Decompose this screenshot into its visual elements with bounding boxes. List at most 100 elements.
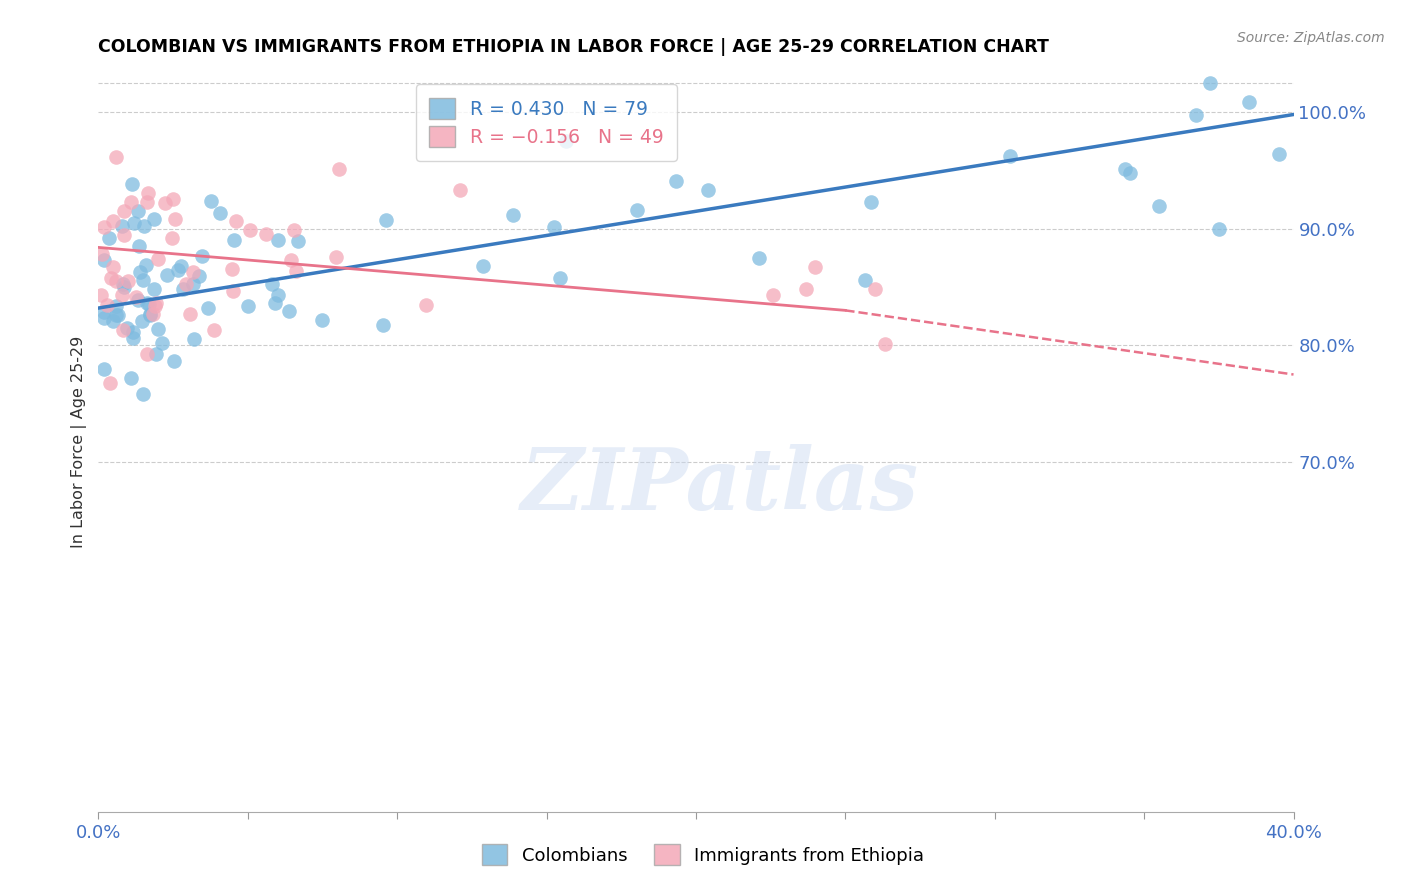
Point <box>104 299 127 313</box>
Point <box>172 282 194 296</box>
Point <box>197 301 219 316</box>
Point <box>875 336 897 351</box>
Point <box>121 177 143 191</box>
Point <box>115 321 138 335</box>
Point <box>139 309 162 323</box>
Point <box>239 223 262 237</box>
Point <box>998 149 1021 163</box>
Point <box>375 213 398 227</box>
Point <box>122 331 145 345</box>
Point <box>135 194 157 209</box>
Point <box>224 234 246 248</box>
Point <box>181 277 204 292</box>
Point <box>762 288 785 302</box>
Point <box>120 371 142 385</box>
Point <box>101 260 124 274</box>
Point <box>127 204 149 219</box>
Point <box>502 208 524 222</box>
Point <box>162 192 184 206</box>
Point <box>117 274 139 288</box>
Legend: R = 0.430   N = 79, R = −0.156   N = 49: R = 0.430 N = 79, R = −0.156 N = 49 <box>416 85 678 161</box>
Point <box>170 259 193 273</box>
Point <box>548 270 571 285</box>
Point <box>112 279 135 293</box>
Point <box>90 247 112 261</box>
Point <box>111 288 134 302</box>
Point <box>543 220 565 235</box>
Point <box>145 295 167 310</box>
Point <box>138 297 160 311</box>
Point <box>127 293 149 308</box>
Point <box>136 186 159 201</box>
Point <box>104 274 127 288</box>
Point <box>280 252 302 267</box>
Point <box>107 308 129 322</box>
Point <box>860 194 883 209</box>
Point <box>112 203 135 218</box>
Point <box>221 262 243 277</box>
Point <box>93 253 115 268</box>
Point <box>267 234 290 248</box>
Point <box>142 283 165 297</box>
Point <box>132 273 155 287</box>
Point <box>90 288 112 302</box>
Point <box>132 387 155 401</box>
Point <box>112 227 135 242</box>
Point <box>155 196 177 211</box>
Point <box>179 307 201 321</box>
Point <box>135 258 157 272</box>
Point <box>626 202 648 217</box>
Point <box>266 287 288 301</box>
Point <box>238 299 260 313</box>
Point <box>287 235 309 249</box>
Point <box>554 134 576 148</box>
Point <box>93 362 115 376</box>
Point <box>103 214 125 228</box>
Point <box>105 308 128 322</box>
Point <box>136 347 159 361</box>
Point <box>148 252 170 266</box>
Point <box>183 332 205 346</box>
Point <box>311 313 333 327</box>
Point <box>96 298 118 312</box>
Point <box>174 277 197 291</box>
Point <box>264 296 287 310</box>
Point <box>1147 199 1170 213</box>
Point <box>143 299 166 313</box>
Text: COLOMBIAN VS IMMIGRANTS FROM ETHIOPIA IN LABOR FORCE | AGE 25-29 CORRELATION CHA: COLOMBIAN VS IMMIGRANTS FROM ETHIOPIA IN… <box>98 38 1049 56</box>
Point <box>202 323 225 337</box>
Point <box>156 268 179 282</box>
Y-axis label: In Labor Force | Age 25-29: In Labor Force | Age 25-29 <box>72 335 87 548</box>
Point <box>209 206 232 220</box>
Point <box>125 290 148 304</box>
Point <box>415 298 437 312</box>
Point <box>181 265 204 279</box>
Point <box>160 230 183 244</box>
Point <box>260 277 283 291</box>
Point <box>1114 162 1136 177</box>
Point <box>100 270 122 285</box>
Point <box>1198 76 1220 90</box>
Point <box>111 219 134 233</box>
Point <box>325 251 347 265</box>
Point <box>1267 147 1289 161</box>
Point <box>188 268 211 283</box>
Point <box>93 220 115 235</box>
Point <box>162 353 184 368</box>
Point <box>283 223 305 237</box>
Point <box>131 314 153 328</box>
Point <box>373 318 395 332</box>
Text: Source: ZipAtlas.com: Source: ZipAtlas.com <box>1237 31 1385 45</box>
Point <box>697 183 720 197</box>
Point <box>285 264 308 278</box>
Point <box>200 194 222 208</box>
Point <box>111 277 134 292</box>
Point <box>146 322 169 336</box>
Point <box>129 265 152 279</box>
Point <box>93 311 115 326</box>
Point <box>328 161 350 176</box>
Point <box>134 219 156 233</box>
Point <box>120 195 142 210</box>
Point <box>471 260 494 274</box>
Point <box>135 296 157 310</box>
